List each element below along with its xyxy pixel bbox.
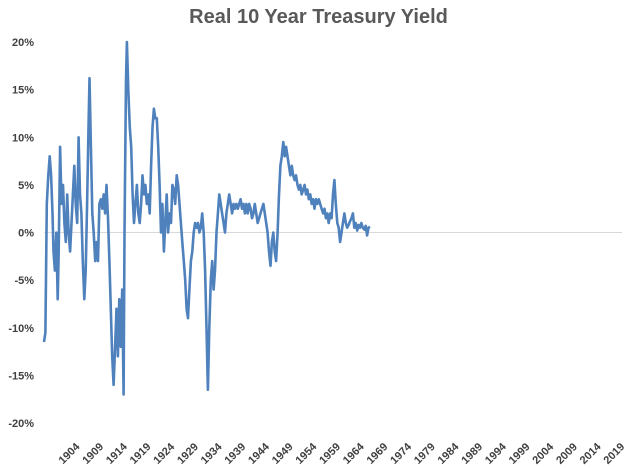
x-tick-label: 2014 [578,440,604,466]
y-tick-label: -20% [8,418,34,430]
x-tick-label: 1924 [151,440,177,466]
x-axis-ticks: 1904190919141919192419291934193919441949… [57,440,628,466]
y-axis-ticks: 20% 15% 10% 5% 0% -5% -10% -15% -20% [8,37,34,430]
x-tick-label: 1959 [317,441,343,467]
x-tick-label: 2004 [530,440,556,466]
y-tick-label: 15% [12,85,34,97]
x-tick-label: 1994 [483,440,509,466]
x-tick-label: 1954 [294,440,320,466]
y-tick-label: -5% [14,275,34,287]
y-tick-label: 5% [18,180,34,192]
x-tick-label: 1979 [412,441,438,467]
y-tick-label: -10% [8,323,34,335]
x-tick-label: 1999 [507,441,533,467]
x-tick-label: 1939 [222,441,248,467]
x-tick-label: 1964 [341,440,367,466]
y-tick-label: 10% [12,132,34,144]
y-tick-label: 20% [12,37,34,49]
x-tick-label: 1969 [365,441,391,467]
x-tick-label: 1914 [104,440,130,466]
x-tick-label: 2019 [602,441,628,467]
x-tick-label: 1929 [175,441,201,467]
series-line [42,40,371,396]
x-tick-label: 1909 [80,441,106,467]
x-tick-label: 2009 [554,441,580,467]
x-tick-label: 1934 [199,440,225,466]
x-tick-label: 1984 [436,440,462,466]
x-tick-label: 1974 [388,440,414,466]
x-tick-label: 1949 [270,441,296,467]
x-tick-label: 1904 [57,440,83,466]
series-layer [42,40,371,396]
y-tick-label: 0% [18,228,34,240]
x-tick-label: 1919 [128,441,154,467]
x-tick-label: 1989 [459,441,485,467]
y-tick-label: -15% [8,370,34,382]
x-tick-label: 1944 [246,440,272,466]
chart-title: Real 10 Year Treasury Yield [189,6,448,28]
